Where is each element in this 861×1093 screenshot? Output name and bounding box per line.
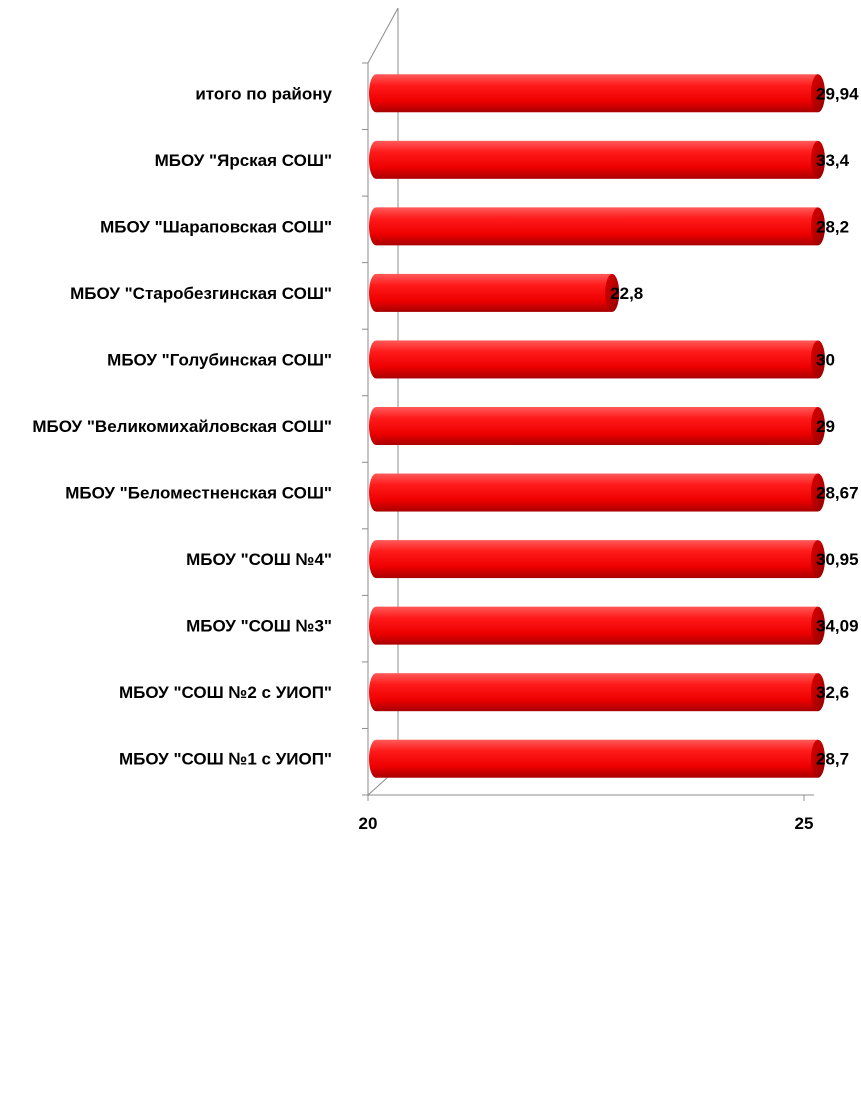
- bar-start-cap: [369, 673, 383, 712]
- category-label: МБОУ "Ярская СОШ": [155, 151, 332, 170]
- bar-body: [376, 273, 613, 312]
- bar-body: [376, 739, 818, 778]
- bar-start-cap: [369, 407, 383, 445]
- bar-body: [376, 207, 818, 246]
- bar-start-cap: [369, 140, 383, 179]
- bar-body: [376, 140, 818, 179]
- category-label: МБОУ "Беломестненская СОШ": [65, 484, 332, 503]
- bar: [369, 606, 825, 645]
- x-tick-label: 25: [795, 814, 814, 833]
- value-label: 29: [816, 417, 835, 436]
- bar-body: [376, 540, 818, 579]
- bars-group: [369, 74, 825, 778]
- category-label: МБОУ "Шараповская СОШ": [100, 217, 332, 236]
- bar: [369, 473, 825, 512]
- value-label: 32,6: [816, 683, 849, 702]
- bar-body: [376, 606, 818, 645]
- x-tick-label: 20: [359, 814, 378, 833]
- bar-body: [376, 340, 818, 379]
- category-label: МБОУ "Голубинская СОШ": [107, 350, 332, 369]
- bar-start-cap: [369, 74, 383, 113]
- category-label: МБОУ "СОШ №4": [186, 550, 332, 569]
- value-label: 22,8: [610, 284, 643, 303]
- bar: [369, 540, 825, 579]
- value-label: 34,09: [816, 617, 859, 636]
- bar-body: [376, 673, 818, 712]
- value-label: 30,95: [816, 550, 859, 569]
- value-label: 30: [816, 350, 835, 369]
- bar-start-cap: [369, 606, 383, 645]
- bar-start-cap: [369, 540, 383, 579]
- category-label: МБОУ "Великомихайловская СОШ": [32, 417, 332, 436]
- bar-body: [376, 74, 818, 113]
- bar-end-cap: [811, 739, 825, 778]
- bar-end-cap: [811, 473, 825, 512]
- bar-end-cap: [605, 273, 620, 312]
- bar-start-cap: [369, 207, 383, 246]
- top-depth-line: [367, 7, 399, 64]
- bar-end-cap: [811, 673, 825, 712]
- value-label: 33,4: [816, 151, 850, 170]
- bar: [369, 207, 825, 246]
- bar-start-cap: [369, 739, 383, 778]
- category-label: МБОУ "СОШ №2 с УИОП": [119, 683, 332, 702]
- bar: [369, 340, 825, 379]
- bar: [369, 273, 620, 312]
- value-label: 28,2: [816, 217, 849, 236]
- bar-end-cap: [811, 74, 825, 113]
- bar-end-cap: [811, 407, 825, 445]
- bar: [369, 140, 825, 179]
- bar-start-cap: [369, 340, 383, 379]
- bar-start-cap: [369, 473, 383, 512]
- category-label: МБОУ "Старобезгинская СОШ": [70, 284, 332, 303]
- bar-end-cap: [811, 540, 825, 579]
- bar-body: [376, 473, 818, 512]
- labels-group: 20 25 29,94 итого по району 33,4 МБОУ "Ярская…: [32, 84, 859, 833]
- bar-end-cap: [811, 140, 825, 179]
- bar-end-cap: [811, 606, 825, 645]
- bar: [369, 407, 825, 445]
- value-label: 28,7: [816, 750, 849, 769]
- value-label: 28,67: [816, 484, 859, 503]
- value-label: 29,94: [816, 84, 859, 103]
- bar-start-cap: [369, 273, 383, 312]
- bar-body: [376, 407, 818, 445]
- bar: [369, 673, 825, 712]
- bar: [369, 739, 825, 778]
- bar-end-cap: [811, 207, 825, 246]
- category-label: МБОУ "СОШ №3": [186, 617, 332, 636]
- category-label: МБОУ "СОШ №1 с УИОП": [119, 750, 332, 769]
- category-label: итого по району: [195, 84, 332, 103]
- bar-end-cap: [811, 340, 825, 379]
- bar: [369, 74, 825, 113]
